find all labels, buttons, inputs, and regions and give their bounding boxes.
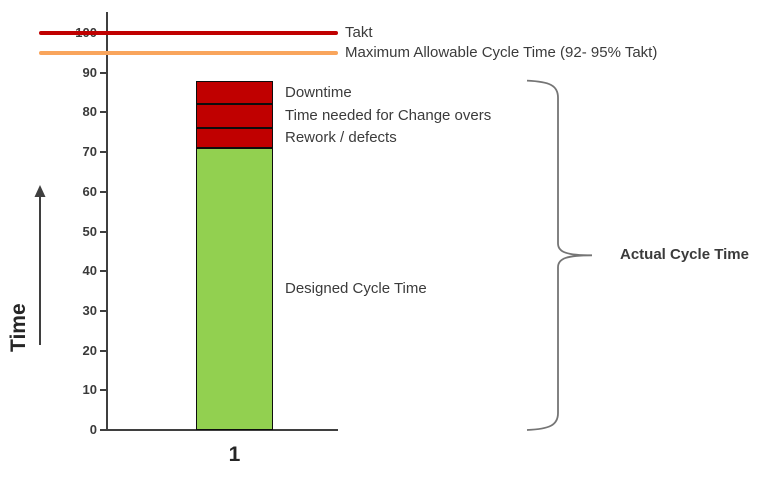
ref-line-label: Maximum Allowable Cycle Time (92- 95% Ta… — [345, 43, 658, 61]
segment-label: Downtime — [285, 83, 352, 101]
y-tick-label: 70 — [82, 144, 97, 160]
y-tick-mark — [100, 190, 107, 193]
brace-shape — [526, 79, 593, 431]
y-tick-label: 10 — [82, 382, 97, 398]
ref-line-label: Takt — [345, 24, 373, 41]
bar-segment-rework-defects — [196, 128, 273, 149]
y-tick-mark — [100, 349, 107, 352]
y-tick-label: 0 — [89, 422, 97, 437]
ref-line-maximum — [39, 51, 338, 55]
segment-label: Rework / defects — [285, 129, 397, 147]
y-tick-mark — [100, 151, 107, 154]
y-axis-title: Time — [7, 303, 30, 352]
segment-label: Designed Cycle Time — [285, 280, 427, 298]
y-tick-mark — [100, 230, 107, 233]
y-tick-mark — [100, 309, 107, 312]
y-tick-label: 90 — [82, 64, 97, 80]
segment-label: Time needed for Change overs — [285, 107, 492, 125]
y-tick-mark — [100, 270, 107, 273]
x-axis-line — [106, 429, 338, 431]
y-tick-mark — [100, 429, 107, 431]
bar-segment-downtime — [196, 80, 273, 105]
y-tick-label: 30 — [82, 302, 97, 318]
y-tick-label: 20 — [82, 342, 97, 358]
y-tick-mark — [100, 71, 107, 74]
y-axis-line — [106, 12, 108, 431]
y-tick-mark — [100, 111, 107, 114]
y-tick-label: 50 — [82, 223, 97, 239]
y-tick-label: 40 — [82, 263, 97, 279]
y-tick-mark — [100, 389, 107, 392]
bar-segment-designed-cycle-time — [196, 148, 273, 430]
y-axis-arrow-icon — [34, 185, 46, 345]
y-tick-label: 80 — [82, 104, 97, 120]
annotation-label: Actual Cycle Time — [620, 246, 749, 264]
bar-segment-time-needed-for-change-overs — [196, 104, 273, 129]
y-tick-label: 60 — [82, 183, 97, 199]
category-label: 1 — [228, 443, 241, 466]
ref-line-takt — [39, 31, 338, 35]
